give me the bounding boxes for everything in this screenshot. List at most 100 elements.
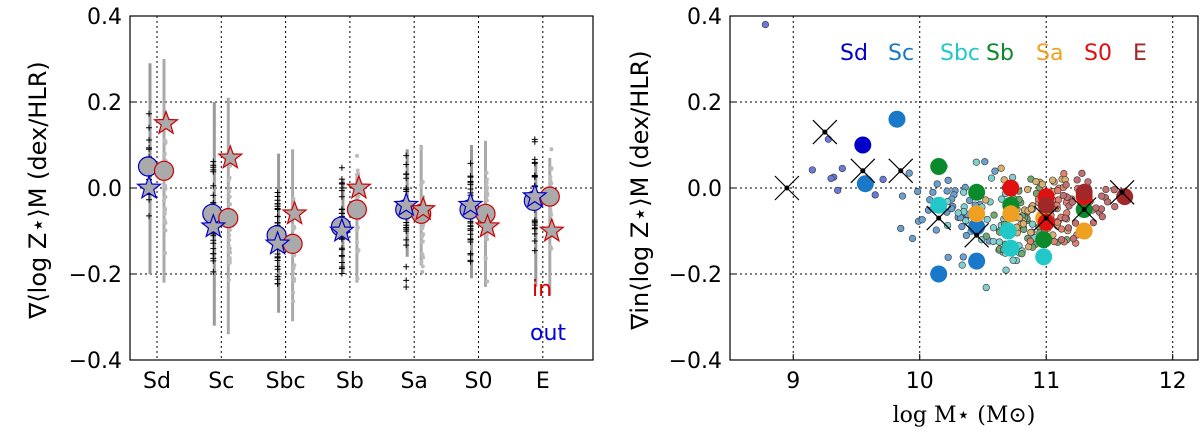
- y-tick-label: −0.4: [669, 349, 722, 374]
- median-star-out: [135, 174, 163, 200]
- x-tick-label: Sc: [208, 369, 234, 394]
- galaxy-point-small: [943, 187, 951, 195]
- data-point-plus: [403, 152, 410, 159]
- bin-mean-point: [854, 136, 872, 154]
- median-star-out: [200, 212, 227, 238]
- data-point-plus: [531, 219, 538, 226]
- median-dot: [1043, 215, 1049, 221]
- data-point-gray: [162, 211, 167, 216]
- galaxy-point-small: [897, 224, 905, 233]
- data-point-gray: [356, 248, 361, 253]
- data-point-gray: [484, 180, 489, 185]
- data-point-plus: [531, 238, 538, 245]
- data-point-plus: [403, 283, 410, 290]
- data-point-plus: [338, 164, 345, 171]
- data-point-gray: [226, 243, 231, 248]
- x-tick-label: 9: [786, 369, 800, 394]
- galaxy-point-small: [982, 196, 990, 204]
- data-point-plus: [338, 180, 345, 187]
- median-dot: [784, 185, 790, 191]
- bin-mean-point: [1035, 248, 1053, 266]
- median-star-in: [217, 144, 244, 169]
- data-point-gray: [163, 251, 168, 256]
- data-point-gray: [548, 174, 553, 179]
- data-point-plus: [338, 259, 345, 266]
- data-point-plus: [403, 175, 410, 182]
- data-point-gray: [227, 227, 232, 232]
- galaxy-point-small: [1069, 235, 1077, 243]
- data-point-plus: [467, 250, 474, 257]
- galaxy-point-small: [1027, 228, 1035, 237]
- legend-label-sa: Sa: [1036, 41, 1063, 66]
- bin-mean-point: [1002, 239, 1020, 257]
- data-point-gray: [548, 245, 553, 250]
- median-star-in: [538, 217, 565, 243]
- galaxy-point-small: [983, 215, 991, 224]
- bin-mean-point: [1037, 196, 1055, 214]
- legend-label-e: E: [1133, 41, 1147, 66]
- mean-circle-in: [153, 160, 175, 181]
- data-point-plus: [146, 146, 152, 153]
- galaxy-point-small: [1026, 237, 1034, 245]
- data-point-plus: [146, 196, 152, 203]
- data-point-gray: [419, 183, 424, 188]
- y-tick-label: −0.2: [69, 263, 122, 288]
- median-dot: [936, 215, 942, 221]
- data-point-plus: [274, 273, 281, 280]
- data-point-plus: [531, 225, 538, 232]
- median-star-in: [474, 212, 501, 238]
- x-tick-label: 10: [906, 369, 934, 394]
- galaxy-point-small: [824, 135, 832, 143]
- data-point-plus: [531, 172, 538, 179]
- galaxy-point-small: [1002, 266, 1010, 274]
- galaxy-point-small: [761, 21, 770, 29]
- mean-circle-in: [346, 199, 367, 220]
- data-point-plus: [274, 213, 281, 220]
- data-point-plus: [338, 193, 345, 200]
- annotation-in: in: [532, 277, 552, 302]
- galaxy-point-small: [932, 226, 940, 234]
- galaxy-point-small: [1023, 185, 1032, 194]
- bin-mean-point: [999, 222, 1017, 240]
- data-point-plus: [338, 246, 345, 253]
- data-point-gray: [355, 168, 360, 173]
- data-point-plus: [210, 168, 217, 175]
- data-point-gray: [484, 236, 489, 241]
- data-point-plus: [274, 254, 281, 261]
- data-point-gray: [419, 240, 424, 245]
- galaxy-point-small: [1027, 205, 1035, 213]
- galaxy-point-small: [948, 204, 956, 213]
- data-point-gray: [549, 213, 554, 218]
- galaxy-point-small: [918, 216, 926, 224]
- bin-mean-point: [856, 175, 874, 193]
- galaxy-point-small: [929, 188, 937, 196]
- data-point-gray: [420, 180, 425, 185]
- data-point-gray: [163, 139, 168, 144]
- galaxy-point-small: [981, 158, 989, 166]
- galaxy-point-small: [914, 187, 922, 196]
- galaxy-point-small: [962, 217, 970, 225]
- x-tick-label: 12: [1159, 369, 1187, 394]
- data-point-gray: [420, 253, 425, 258]
- left-panel: 0.4 0.2 0.0 −0.2 −0.4 Sd Sc Sbc Sb Sa S0 E ∇⟨log Z⋆⟩…: [24, 5, 594, 394]
- data-point-gray: [290, 227, 295, 232]
- galaxy-point-small: [1078, 169, 1086, 177]
- galaxy-point-small: [834, 186, 842, 194]
- legend-label-s0: S0: [1084, 41, 1112, 66]
- data-point-gray: [420, 264, 425, 269]
- median-star-out: [328, 217, 355, 243]
- bin-mean-point: [930, 265, 948, 283]
- galaxy-point-small: [1111, 202, 1119, 211]
- x-axis-label: log M⋆ (M⊙): [893, 403, 1036, 428]
- galaxy-point-small: [954, 209, 962, 217]
- galaxy-point-small: [905, 169, 913, 177]
- galaxy-point-small: [1061, 214, 1069, 222]
- median-star-in: [152, 109, 180, 135]
- median-star-in: [410, 195, 437, 221]
- data-point-gray: [484, 170, 489, 175]
- data-point-gray: [228, 163, 233, 168]
- galaxy-point-small: [1098, 192, 1106, 200]
- galaxy-point-small: [924, 206, 933, 214]
- x-tick-label: S0: [465, 369, 493, 394]
- data-point-plus: [338, 187, 345, 194]
